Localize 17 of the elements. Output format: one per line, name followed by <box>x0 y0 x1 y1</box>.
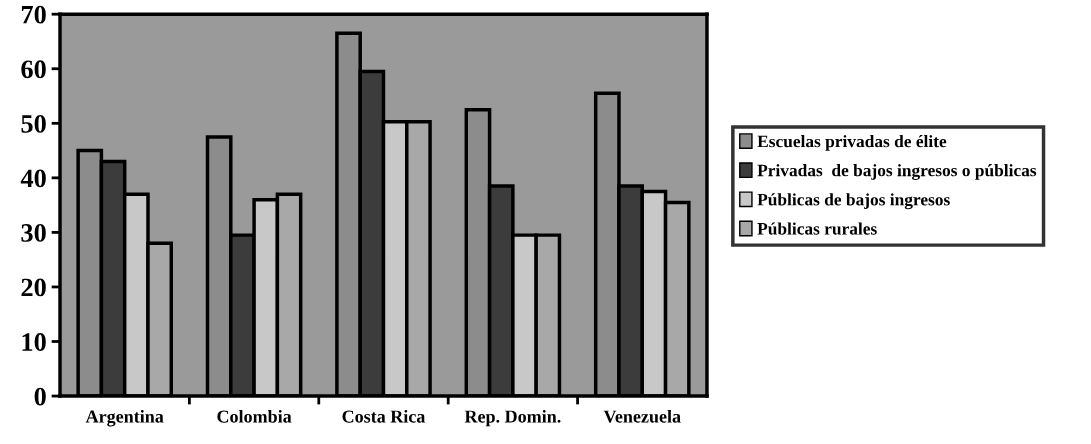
x-tick-label: Colombia <box>217 409 292 423</box>
y-tick-label: 40 <box>20 169 46 188</box>
y-tick-label: 30 <box>21 224 46 242</box>
x-tick-label: Costa Rica <box>342 409 426 423</box>
x-tick-label: Argentina <box>85 409 164 427</box>
y-tick-label: 50 <box>21 114 46 133</box>
legend-label: Públicas de bajos ingresos <box>757 193 950 210</box>
x-tick-label: Rep. Domin. <box>464 409 561 427</box>
y-tick-label: 10 <box>22 333 46 351</box>
legend-label: Públicas rurales <box>757 222 877 235</box>
x-tick-label: Venezuela <box>603 409 681 423</box>
legend-label: Privadas de bajos ingresos o públicas <box>757 164 1037 180</box>
y-tick-label: 20 <box>21 278 46 297</box>
y-tick-label: 60 <box>21 60 46 79</box>
legend-label: Escuelas privadas de élite <box>757 135 947 151</box>
y-tick-label: 0 <box>34 387 46 406</box>
y-tick-label: 70 <box>21 5 46 24</box>
